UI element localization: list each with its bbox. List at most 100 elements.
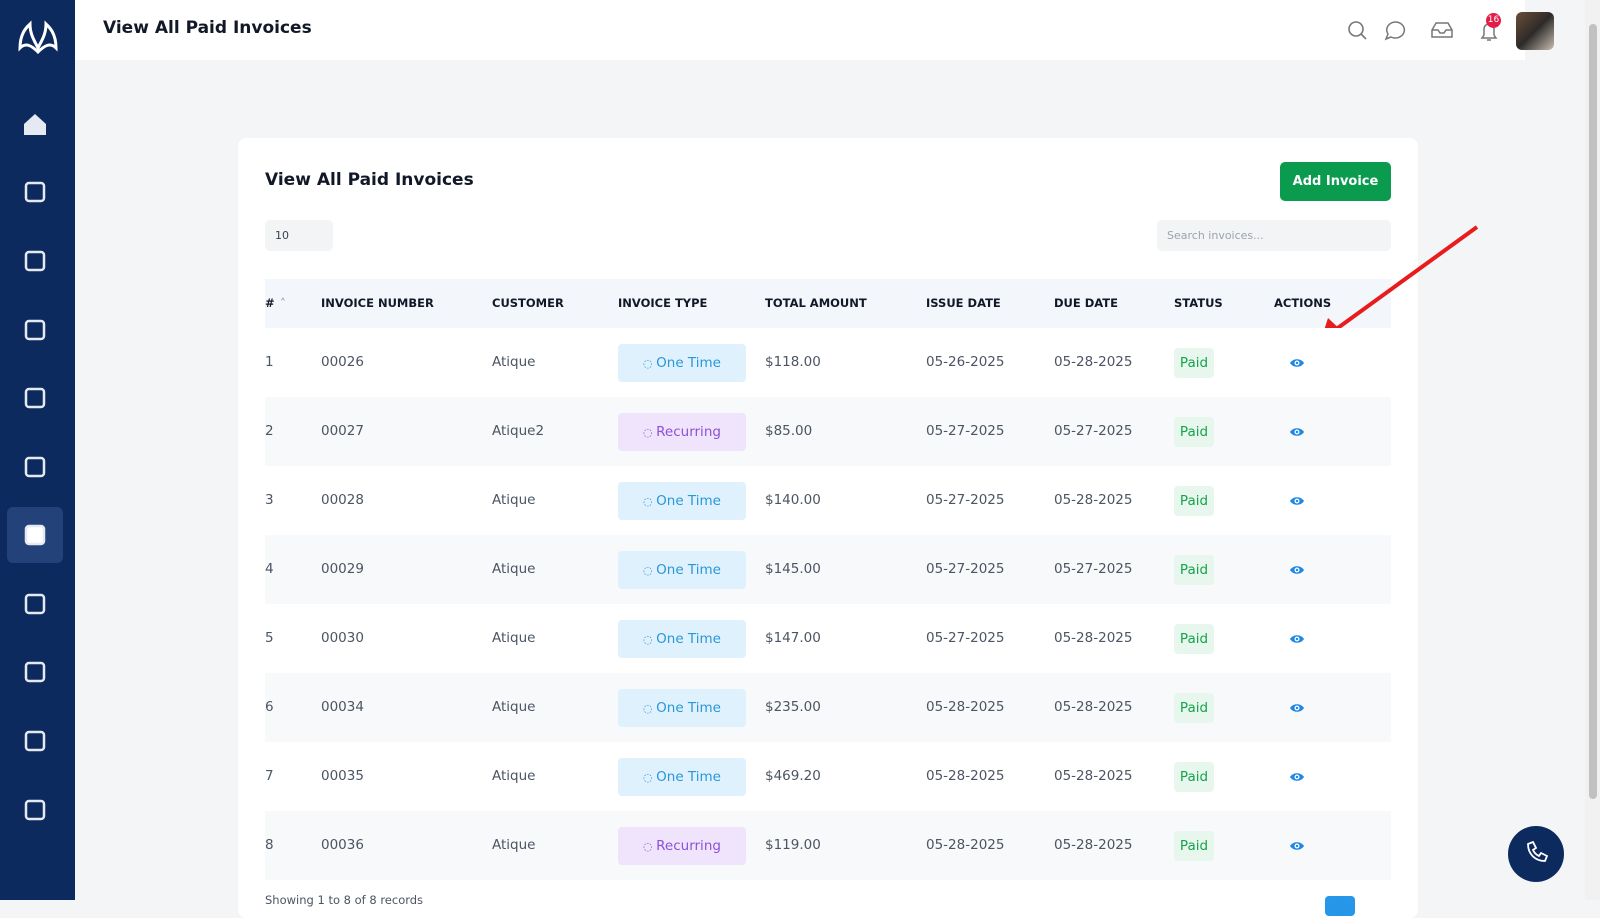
page-length[interactable]: 10: [265, 220, 333, 251]
status-badge: Paid: [1174, 623, 1214, 654]
type-icon: ◌: [643, 494, 657, 508]
view-button[interactable]: [1289, 493, 1305, 509]
table-cell: $469.20: [765, 767, 821, 784]
logo: [18, 20, 58, 55]
view-button[interactable]: [1289, 700, 1305, 716]
status-badge: Paid: [1174, 416, 1214, 447]
view-button[interactable]: [1289, 424, 1305, 440]
eye-icon: [1290, 703, 1304, 712]
table-cell: $85.00: [765, 422, 813, 439]
nav-icon[interactable]: [20, 383, 50, 413]
table-row: [265, 811, 1391, 880]
invoice-type: ◌ One Time: [618, 343, 746, 382]
view-button[interactable]: [1289, 838, 1305, 854]
table-cell: Atique2: [492, 422, 545, 439]
type-text: One Time: [656, 561, 721, 578]
table-cell: 05-27-2025: [926, 629, 1005, 646]
table-cell: 3: [265, 491, 274, 508]
type-icon: ◌: [643, 770, 657, 784]
type-text: One Time: [656, 492, 721, 509]
scroll-thumb[interactable]: [1589, 24, 1597, 799]
sort-icon: ˄: [280, 296, 286, 310]
table-cell: 05-27-2025: [926, 422, 1005, 439]
table-row: [265, 328, 1391, 397]
table-cell: 00030: [321, 629, 364, 646]
table-cell: Atique: [492, 836, 536, 853]
search-box[interactable]: Search invoices...: [1157, 220, 1391, 251]
type-icon: ◌: [643, 425, 657, 439]
table-cell: 00026: [321, 353, 364, 370]
view-button[interactable]: [1289, 562, 1305, 578]
table-cell: 00034: [321, 698, 364, 715]
column-header: ACTIONS: [1274, 296, 1332, 310]
table-cell: 05-28-2025: [1054, 491, 1133, 508]
add-invoice-button[interactable]: Add Invoice: [1280, 162, 1391, 201]
table-cell: Atique: [492, 353, 536, 370]
avatar[interactable]: [1516, 12, 1554, 50]
table-cell: 05-27-2025: [926, 560, 1005, 577]
nav-icon[interactable]: [20, 452, 50, 482]
table-cell: 00028: [321, 491, 364, 508]
table-row: [265, 673, 1391, 742]
view-button[interactable]: [1289, 355, 1305, 371]
invoice-type: ◌ Recurring: [618, 826, 746, 865]
type-icon: ◌: [643, 356, 657, 370]
invoice-type: ◌ One Time: [618, 619, 746, 658]
nav-icon[interactable]: [20, 657, 50, 687]
column-header: STATUS: [1174, 296, 1223, 310]
type-icon: ◌: [643, 701, 657, 715]
notification-badge: 16: [1486, 13, 1501, 28]
nav-icon[interactable]: [20, 315, 50, 345]
table-cell: $119.00: [765, 836, 821, 853]
view-button[interactable]: [1289, 631, 1305, 647]
table-cell: 05-28-2025: [1054, 836, 1133, 853]
table-cell: 05-28-2025: [1054, 767, 1133, 784]
table-cell: 5: [265, 629, 274, 646]
table-cell: Atique: [492, 629, 536, 646]
column-header: DUE DATE: [1054, 296, 1118, 310]
table-cell: 05-28-2025: [926, 698, 1005, 715]
column-header: TOTAL AMOUNT: [765, 296, 867, 310]
nav-icon[interactable]: [20, 726, 50, 756]
header-icons[interactable]: [1345, 18, 1515, 44]
table-cell: $235.00: [765, 698, 821, 715]
page-button[interactable]: [1325, 896, 1355, 916]
nav-icon[interactable]: [20, 795, 50, 825]
table-cell: $140.00: [765, 491, 821, 508]
table-summary: Showing 1 to 8 of 8 records: [265, 893, 424, 907]
view-button[interactable]: [1289, 769, 1305, 785]
nav-icon[interactable]: [20, 246, 50, 276]
table-cell: 05-26-2025: [926, 353, 1005, 370]
nav-icon[interactable]: [20, 520, 50, 550]
table-row: [265, 397, 1391, 466]
table-header: [265, 279, 1391, 328]
type-text: Recurring: [656, 423, 721, 440]
column-header: #: [265, 296, 275, 310]
call-button[interactable]: [1508, 826, 1564, 882]
status-badge: Paid: [1174, 761, 1214, 792]
table-cell: 05-28-2025: [926, 767, 1005, 784]
table-cell: $145.00: [765, 560, 821, 577]
nav-icon[interactable]: [20, 177, 50, 207]
sidebar: [0, 0, 75, 900]
table-cell: 6: [265, 698, 274, 715]
type-text: One Time: [656, 630, 721, 647]
table-cell: 1: [265, 353, 274, 370]
table-cell: 00027: [321, 422, 364, 439]
table-cell: $147.00: [765, 629, 821, 646]
nav-icon[interactable]: [20, 589, 50, 619]
status-badge: Paid: [1174, 347, 1214, 378]
type-icon: ◌: [643, 563, 657, 577]
table-cell: Atique: [492, 491, 536, 508]
table-cell: $118.00: [765, 353, 821, 370]
eye-icon: [1290, 496, 1304, 505]
header-title: View All Paid Invoices: [103, 18, 312, 38]
eye-icon: [1290, 565, 1304, 574]
nav-icon[interactable]: [20, 109, 50, 139]
table-cell: 8: [265, 836, 274, 853]
type-text: One Time: [656, 354, 721, 371]
column-header: INVOICE NUMBER: [321, 296, 434, 310]
table-cell: 00029: [321, 560, 364, 577]
